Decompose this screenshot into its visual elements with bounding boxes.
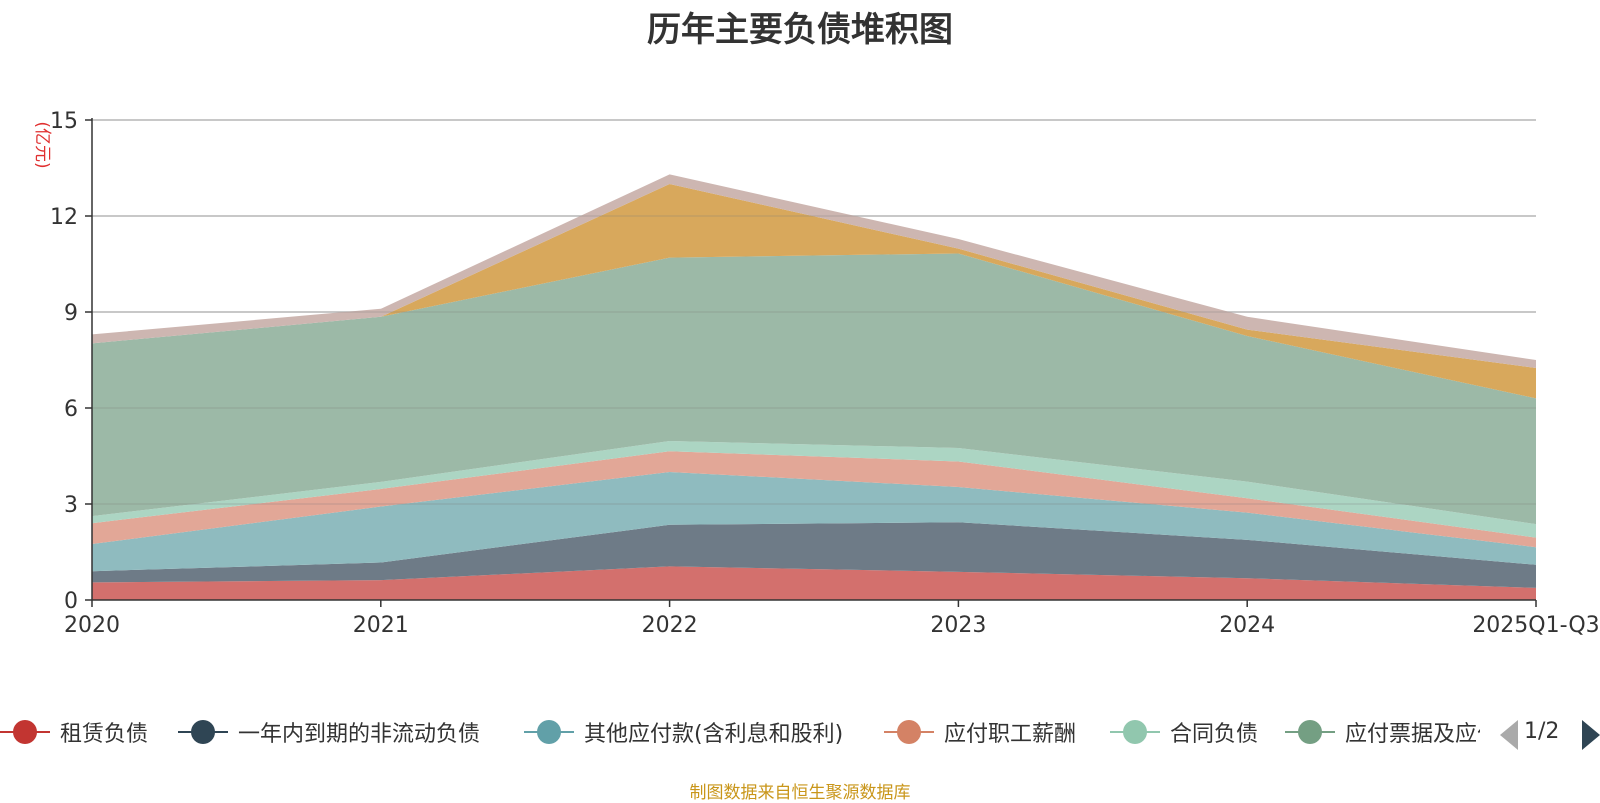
source-note: 制图数据来自恒生聚源数据库 [689, 783, 911, 803]
legend-marker-icon [0, 720, 50, 744]
chart-canvas: 0 3 6 9 12 15 2020 2021 2022 2023 2024 2025Q1-Q3 (亿元… [32, 109, 1600, 638]
legend-marker-icon [524, 720, 574, 744]
legend: 租赁负债 一年内到期的非流动负债 其他应付款(含利息和股利) 应付职工薪酬 合同负债 应付… [0, 712, 1480, 752]
legend-label: 一年内到期的非流动负债 [238, 722, 481, 747]
area-series-5 [92, 253, 1536, 525]
legend-label: 应付票据及应付账款 [1345, 722, 1480, 747]
y-tick-label: 15 [50, 109, 78, 134]
legend-marker-icon [884, 720, 934, 744]
legend-item[interactable]: 一年内到期的非流动负债 [178, 712, 480, 752]
area-series-3 [92, 451, 1536, 548]
y-tick-label: 3 [64, 493, 78, 518]
legend-marker-icon [178, 720, 228, 744]
y-tick-label: 9 [64, 301, 78, 326]
legend-item[interactable]: 合同负债 [1110, 712, 1258, 752]
x-tick-label: 2021 [353, 613, 409, 638]
area-series-2 [92, 472, 1536, 572]
area-series-0 [92, 566, 1536, 600]
legend-label: 应付职工薪酬 [944, 722, 1077, 747]
x-tick-label: 2025Q1-Q3 [1472, 613, 1599, 638]
legend-item[interactable]: 租赁负债 [0, 712, 148, 752]
y-tick-label: 12 [50, 205, 78, 230]
area-series-7 [92, 174, 1536, 368]
legend-next-page-icon[interactable] [1582, 720, 1600, 750]
x-tick-label: 2020 [64, 613, 120, 638]
legend-item[interactable]: 其他应付款(含利息和股利) [524, 712, 843, 752]
area-series-4 [92, 440, 1536, 538]
legend-item[interactable]: 应付票据及应付账款 [1285, 712, 1480, 752]
area-series-1 [92, 522, 1536, 588]
legend-label: 合同负债 [1170, 722, 1259, 747]
x-tick-label: 2023 [930, 613, 986, 638]
y-axis-label: (亿元) [32, 121, 52, 168]
y-tick-label: 6 [64, 397, 78, 422]
area-series-6 [92, 184, 1536, 399]
legend-prev-page-icon[interactable] [1500, 720, 1518, 750]
x-tick-label: 2024 [1219, 613, 1275, 638]
legend-marker-icon [1110, 720, 1160, 744]
y-tick-label: 0 [64, 589, 78, 614]
legend-page-indicator: 1/2 [1524, 719, 1560, 744]
chart-title: 历年主要负债堆积图 [647, 10, 953, 50]
legend-item[interactable]: 应付职工薪酬 [884, 712, 1076, 752]
legend-label: 租赁负债 [60, 722, 149, 747]
x-tick-label: 2022 [642, 613, 698, 638]
legend-label: 其他应付款(含利息和股利) [584, 722, 844, 747]
legend-marker-icon [1285, 720, 1335, 744]
